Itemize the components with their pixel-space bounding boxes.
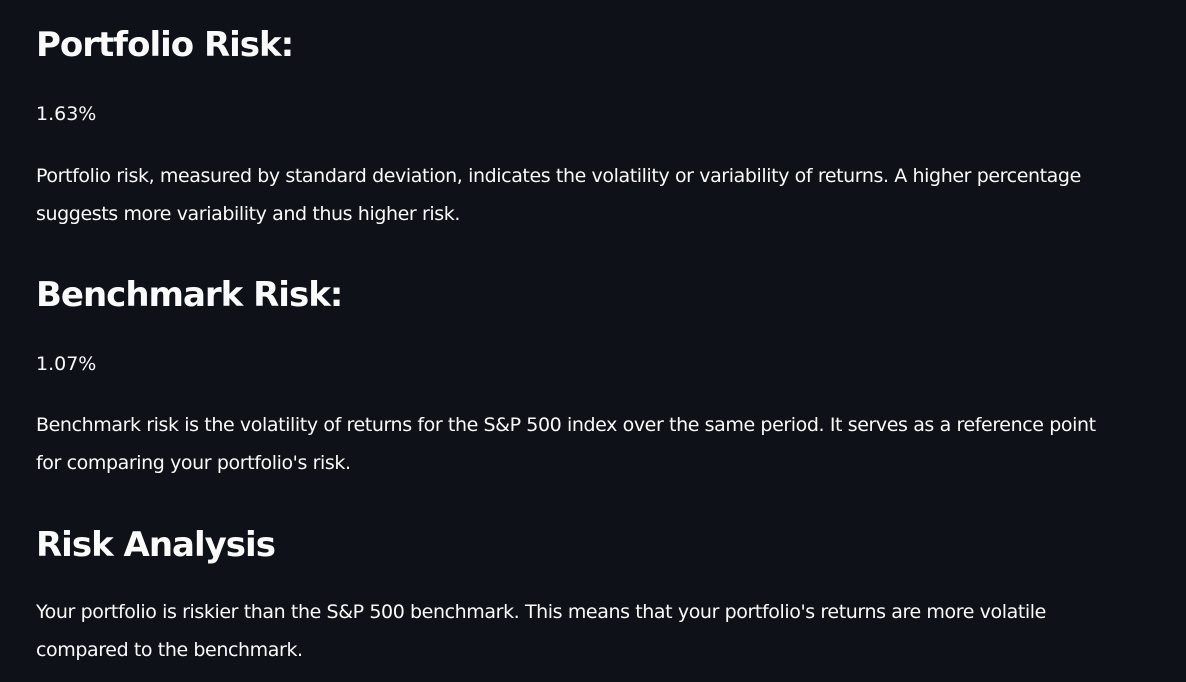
benchmark-risk-heading: Benchmark Risk:: [36, 275, 343, 315]
risk-analysis-heading: Risk Analysis: [36, 525, 276, 565]
risk-analysis-description: Your portfolio is riskier than the S&P 5…: [36, 601, 1046, 661]
benchmark-risk-description: Benchmark risk is the volatility of retu…: [36, 414, 1096, 474]
portfolio-risk-description: Portfolio risk, measured by standard dev…: [36, 165, 1081, 225]
portfolio-risk-heading: Portfolio Risk:: [36, 25, 294, 65]
benchmark-risk-value: 1.07%: [36, 353, 97, 375]
portfolio-risk-value: 1.63%: [36, 103, 97, 125]
